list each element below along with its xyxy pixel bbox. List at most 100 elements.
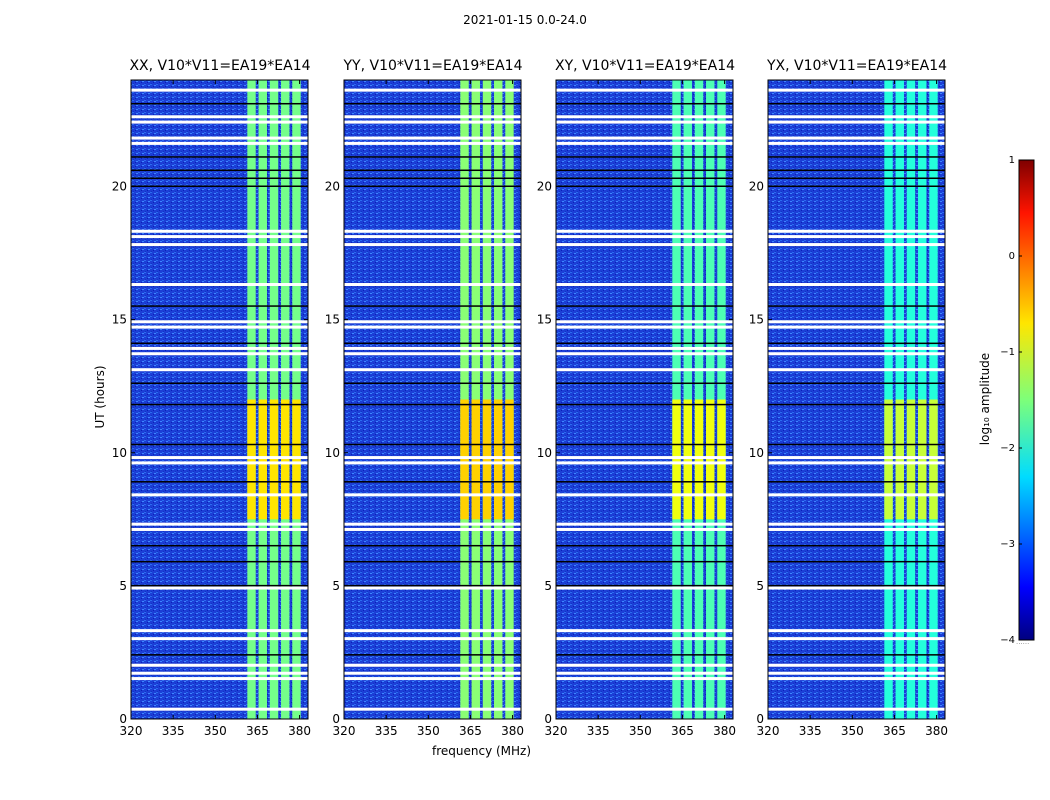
- flagged-row: [344, 637, 521, 641]
- flagged-row: [768, 229, 945, 233]
- dark-row: [556, 185, 733, 187]
- colorbar-tick-label: 0: [1009, 251, 1015, 262]
- dark-row: [131, 177, 308, 180]
- dark-row: [131, 654, 308, 656]
- x-tick-label: 320: [757, 724, 780, 738]
- flagged-row: [556, 243, 733, 247]
- y-tick-label: 5: [756, 579, 764, 593]
- y-tick-label: 0: [544, 712, 552, 726]
- flagged-row: [556, 88, 733, 92]
- dark-row: [556, 481, 733, 483]
- flagged-row: [768, 677, 945, 681]
- dark-row: [556, 654, 733, 656]
- dark-row: [768, 102, 945, 105]
- flagged-row: [768, 320, 945, 324]
- flagged-row: [131, 456, 308, 460]
- signal-bright-cell: [672, 399, 681, 520]
- flagged-row: [131, 671, 308, 675]
- flagged-row: [344, 493, 521, 497]
- colorbar: [1018, 159, 1035, 641]
- flagged-row: [344, 320, 521, 324]
- y-tick-label: 10: [112, 446, 127, 460]
- flagged-row: [556, 229, 733, 233]
- flagged-row: [131, 352, 308, 356]
- signal-bright-cell: [471, 399, 480, 520]
- flagged-row: [131, 136, 308, 140]
- flagged-row: [344, 136, 521, 140]
- flagged-row: [556, 586, 733, 590]
- colorbar-tick-label: −3: [1000, 539, 1015, 550]
- dark-row: [556, 560, 733, 563]
- dark-row: [131, 560, 308, 563]
- signal-bright-cell: [694, 399, 704, 520]
- flagged-row: [131, 120, 308, 124]
- dark-row: [344, 382, 521, 385]
- flagged-row: [768, 527, 945, 531]
- flagged-row: [131, 229, 308, 233]
- flagged-row: [556, 707, 733, 711]
- panel-frame: [767, 79, 946, 720]
- panel-title-yy: YY, V10*V11=EA19*EA14: [343, 58, 523, 74]
- flagged-row: [556, 527, 733, 531]
- flagged-row: [768, 283, 945, 287]
- dark-row: [768, 382, 945, 385]
- dark-row: [344, 481, 521, 483]
- flagged-row: [556, 141, 733, 145]
- flagged-row: [344, 707, 521, 711]
- flagged-row: [556, 677, 733, 681]
- dark-row: [344, 544, 521, 547]
- flagged-row: [131, 115, 308, 119]
- dark-row: [131, 342, 308, 345]
- dark-row: [131, 185, 308, 187]
- flagged-row: [131, 141, 308, 145]
- colorbar-tick-label: 1: [1009, 155, 1015, 166]
- dark-row: [344, 403, 521, 406]
- y-tick-label: 10: [537, 446, 552, 460]
- dark-row: [556, 382, 733, 385]
- flagged-row: [344, 235, 521, 239]
- flagged-row: [131, 346, 308, 350]
- x-tick-label: 335: [162, 724, 185, 738]
- dark-row: [556, 169, 733, 172]
- colorbar-tick-label: −2: [1000, 443, 1015, 454]
- dark-row: [131, 544, 308, 547]
- flagged-row: [768, 141, 945, 145]
- dark-row: [768, 185, 945, 187]
- y-tick-label: 0: [119, 712, 127, 726]
- signal-bright-cell: [460, 399, 469, 520]
- flagged-row: [344, 663, 521, 667]
- y-tick-label: 5: [544, 579, 552, 593]
- flagged-row: [344, 325, 521, 329]
- dark-row: [131, 169, 308, 172]
- flagged-row: [768, 663, 945, 667]
- flagged-row: [344, 461, 521, 465]
- dark-row: [131, 403, 308, 406]
- heatmap-panel-yy: 320 335 350 365 380 0 5 10 15 20: [325, 79, 524, 738]
- panel-frame: [343, 79, 522, 720]
- x-tick-label: 380: [288, 724, 311, 738]
- flagged-row: [768, 671, 945, 675]
- flagged-row: [131, 677, 308, 681]
- flagged-row: [768, 368, 945, 372]
- flagged-row: [768, 235, 945, 239]
- signal-bright-cell: [494, 399, 503, 520]
- flagged-row: [131, 522, 308, 526]
- signal-bright-cell: [717, 399, 726, 520]
- flagged-row: [131, 368, 308, 372]
- panel-frame: [130, 79, 309, 720]
- flagged-row: [344, 88, 521, 92]
- colorbar-tick-label: −4: [1000, 635, 1015, 646]
- flagged-row: [768, 586, 945, 590]
- panel-frame: [555, 79, 734, 720]
- dark-row: [556, 156, 733, 158]
- x-tick-label: 350: [629, 724, 652, 738]
- flagged-row: [556, 368, 733, 372]
- y-tick-label: 15: [325, 313, 340, 327]
- y-tick-label: 20: [325, 180, 340, 194]
- dark-row: [556, 443, 733, 446]
- x-tick-label: 320: [545, 724, 568, 738]
- flagged-row: [556, 637, 733, 641]
- flagged-row: [768, 637, 945, 641]
- y-tick-label: 5: [119, 579, 127, 593]
- flagged-row: [556, 522, 733, 526]
